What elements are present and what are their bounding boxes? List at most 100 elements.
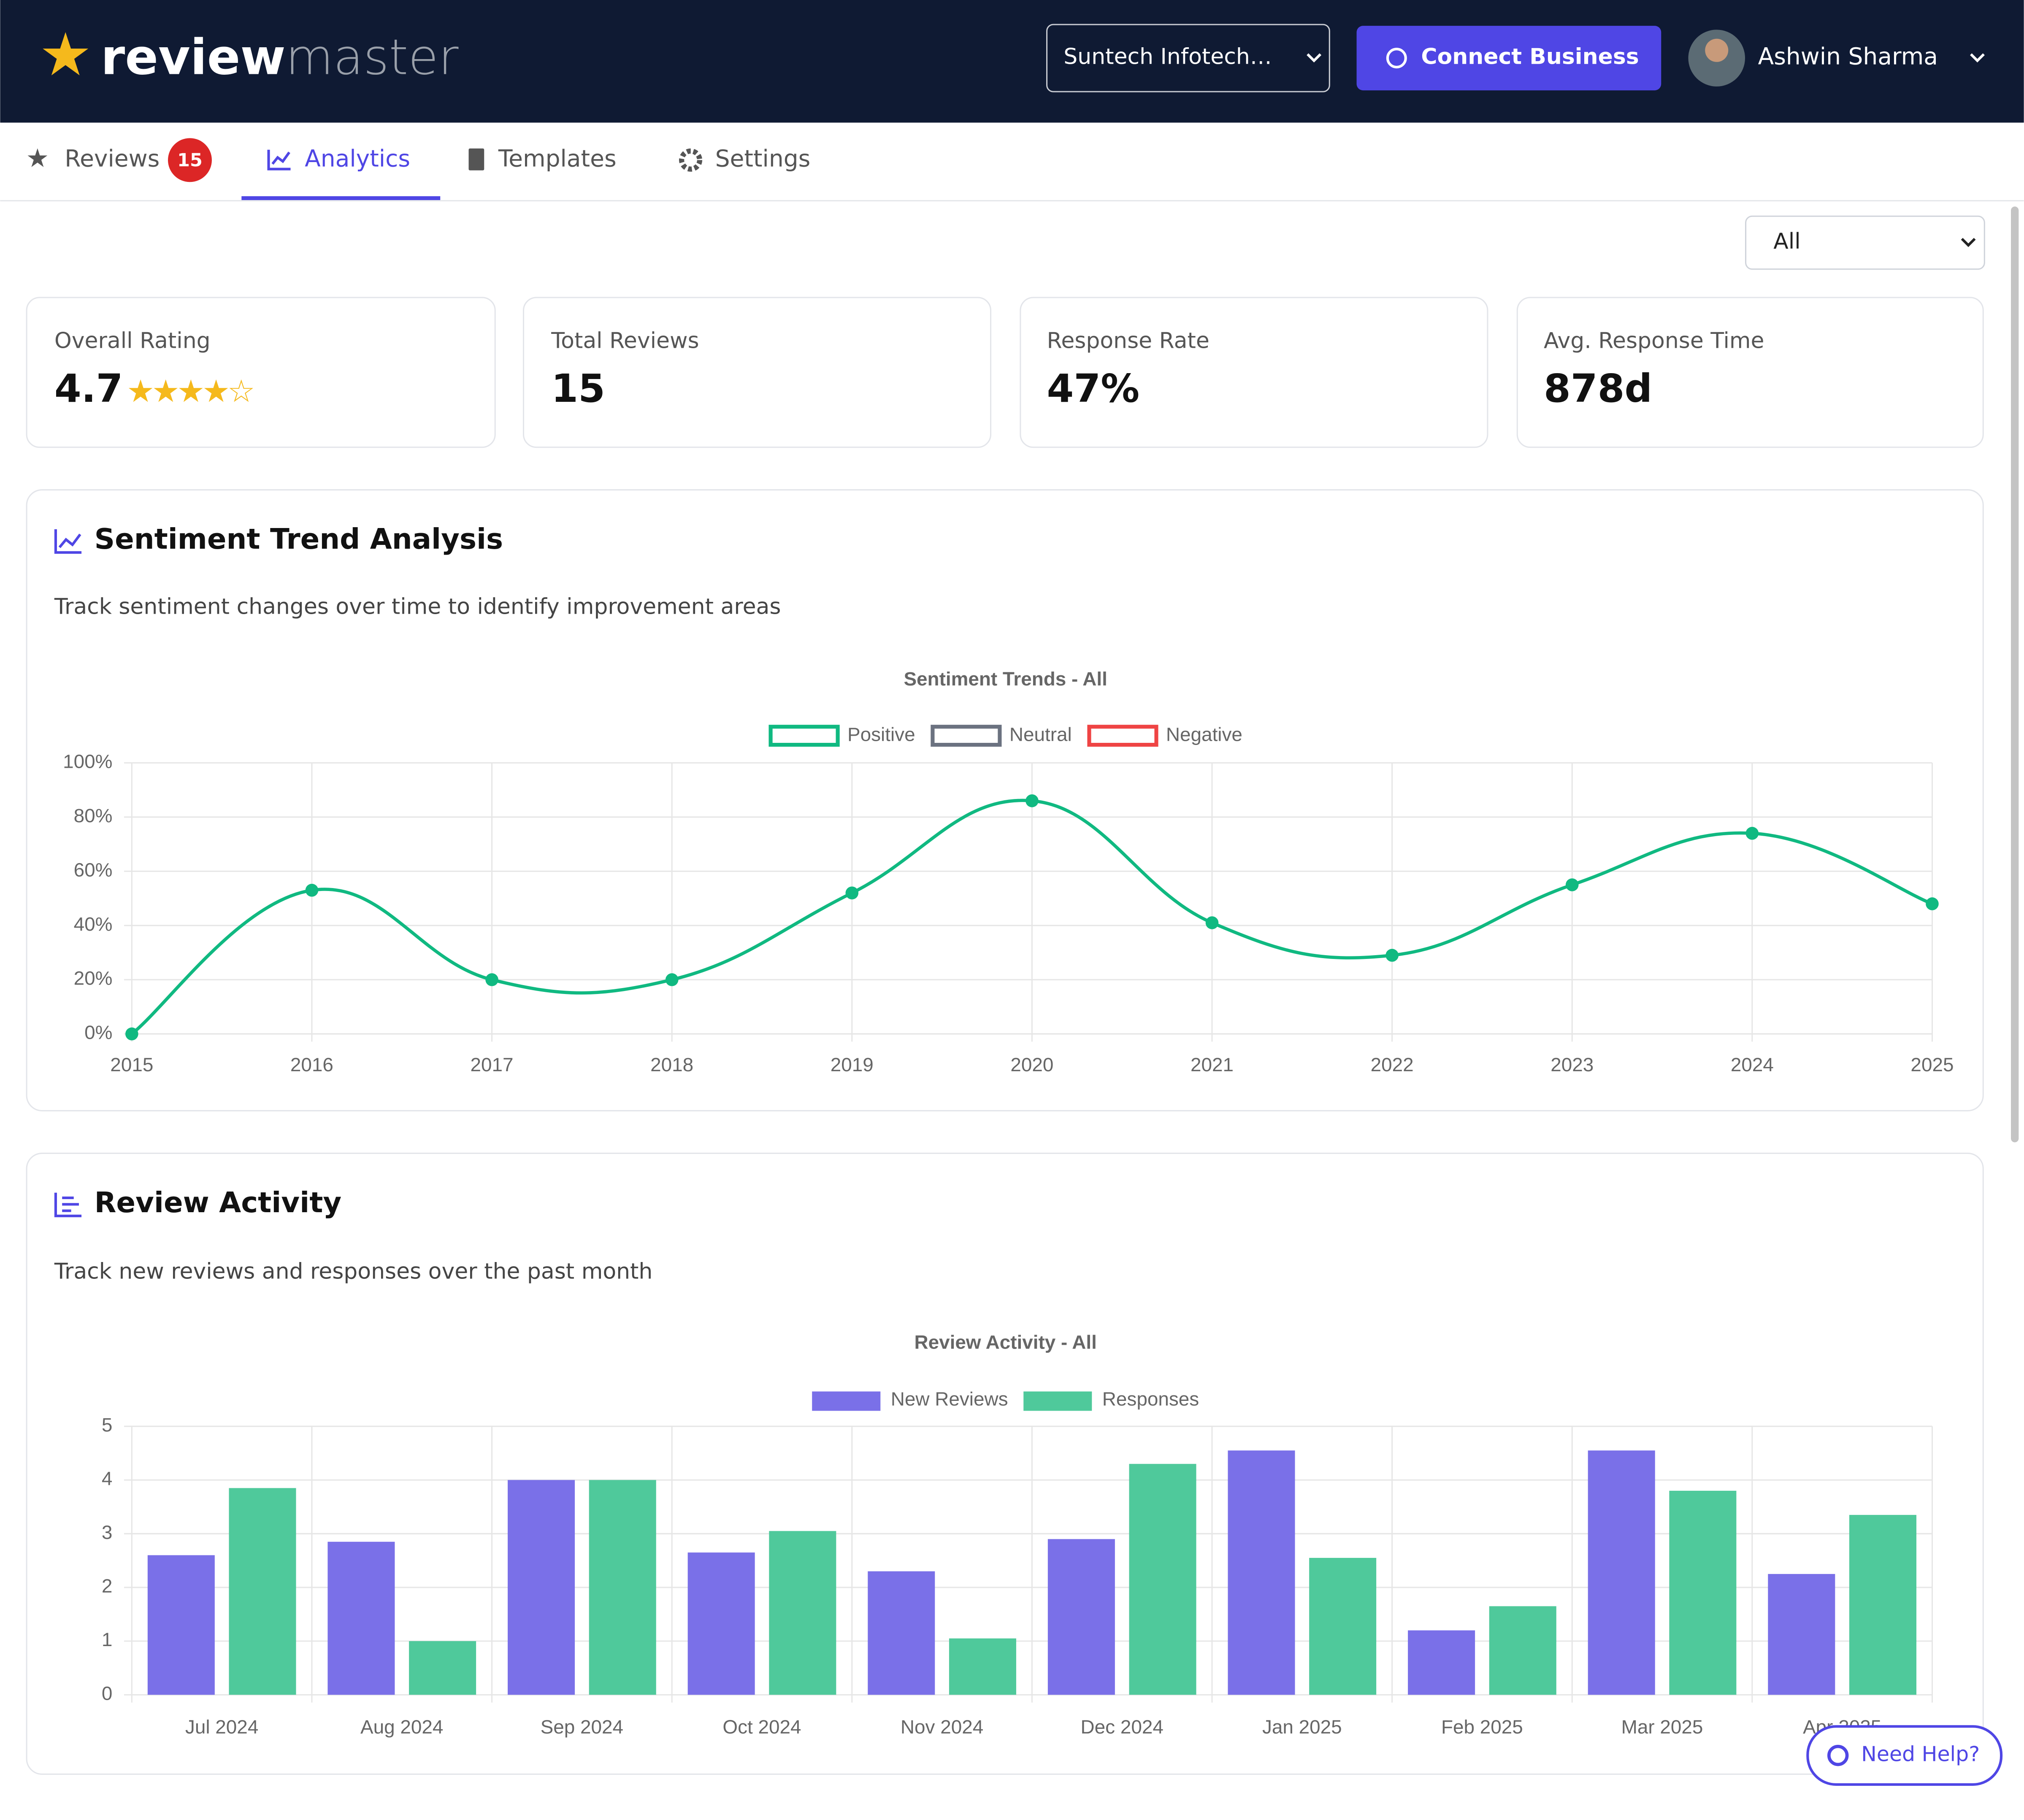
y-tick-label: 4 [102,1468,113,1490]
section-title: Sentiment Trend Analysis [95,523,503,555]
logo-left: review [101,29,286,86]
y-tick-label: 60% [74,859,113,880]
y-tick-label: 100% [63,750,112,772]
section-description: Track new reviews and responses over the… [54,1259,653,1284]
legend-label: Neutral [1009,723,1072,745]
bar [687,1552,755,1695]
tab-active[interactable]: Analytics [305,145,410,172]
point [845,886,859,899]
y-tick-label: 3 [102,1521,113,1543]
x-tick-label: Aug 2024 [360,1716,443,1738]
bar [147,1555,215,1695]
bar [508,1480,575,1695]
help-icon [1827,1744,1849,1766]
x-tick-label: Dec 2024 [1081,1716,1164,1738]
point [1026,794,1039,807]
bar [1047,1539,1115,1695]
point [665,973,679,986]
tab-icon [468,148,484,171]
bar [949,1638,1016,1695]
tab[interactable]: Settings [715,145,811,172]
x-tick-label: 2021 [1191,1054,1234,1075]
charts: Sentiment Trends - All Positive Neutral Neg… [63,668,1954,1738]
x-tick-label: 2016 [290,1054,333,1075]
connect-button[interactable] [1356,26,1661,91]
logo-star: ★ [39,22,92,88]
y-tick-label: 0% [84,1021,112,1043]
stat-value: 878d [1544,366,1652,411]
legend-label: Responses [1102,1388,1199,1410]
stat-card [1020,297,1488,448]
stat-label: Avg. Response Time [1544,328,1764,353]
point [1385,949,1399,962]
link-icon [1386,48,1407,69]
stat-card [1516,297,1984,448]
chevron [1970,53,1985,63]
legend-label: Negative [1166,723,1242,745]
legend-label: Positive [847,723,915,745]
section-icon [54,1192,82,1217]
section-title: Review Activity [95,1186,342,1219]
user-name: Ashwin Sharma [1758,43,1938,70]
y-tick-label: 80% [74,804,113,826]
rating-stars: ★★★★☆ [127,374,253,409]
point [485,973,498,986]
tab[interactable]: Templates [498,145,617,172]
bar [1228,1450,1295,1695]
section-description: Track sentiment changes over time to ide… [54,594,781,619]
chart-title: Review Activity - All [915,1331,1097,1353]
section-card [26,489,1984,1112]
bar [409,1641,476,1695]
bar [868,1571,935,1695]
x-tick-label: Jan 2025 [1262,1716,1342,1738]
stat-label: Response Rate [1047,328,1210,353]
stat-label: Total Reviews [551,328,699,353]
legend-swatch [1087,725,1158,747]
connect-label: Connect Business [1421,44,1639,70]
legend: New Reviews Responses [812,1388,1199,1411]
x-tick-label: 2017 [471,1054,514,1075]
point [1926,897,1939,910]
x-tick-label: 2024 [1731,1054,1774,1075]
y-tick-label: 5 [102,1414,113,1435]
logo: reviewmaster [101,29,459,86]
badge-count: 15 [177,150,203,171]
x-tick-label: 2019 [831,1054,874,1075]
logo-right: master [286,29,459,86]
filter-select[interactable] [1745,215,1985,270]
x-tick-label: Nov 2024 [901,1716,983,1738]
badge [168,138,212,182]
x-tick-label: 2025 [1910,1054,1954,1075]
stat-value: 15 [551,366,605,411]
y-tick-label: 40% [74,913,113,935]
legend-swatch [768,725,840,747]
point [1745,827,1759,840]
point [1205,916,1219,929]
point [125,1027,138,1040]
help-label: Need Help? [1861,1742,1980,1766]
tab-underline [241,196,441,200]
bar [1309,1557,1377,1695]
legend: Positive Neutral Negative [768,723,1242,747]
x-tick-label: 2018 [650,1054,693,1075]
filter-value: All [1773,229,1800,254]
help-button[interactable] [1806,1725,2003,1786]
chevron [1961,238,1976,247]
bar [327,1541,395,1695]
x-tick-label: 2015 [110,1054,153,1075]
x-tick-label: 2023 [1550,1054,1594,1075]
tab[interactable]: Reviews [65,145,160,172]
stat-value: 47% [1047,366,1140,411]
bar [1669,1490,1737,1695]
y-tick-label: 0 [102,1682,113,1704]
business-select[interactable] [1046,24,1330,92]
point [305,883,319,897]
stat-label: Overall Rating [54,328,211,353]
x-tick-label: 2022 [1371,1054,1414,1075]
stat-value: 4.7 [54,366,123,411]
y-tick-label: 20% [74,967,113,989]
point [1565,878,1579,891]
chevron [1307,53,1322,63]
